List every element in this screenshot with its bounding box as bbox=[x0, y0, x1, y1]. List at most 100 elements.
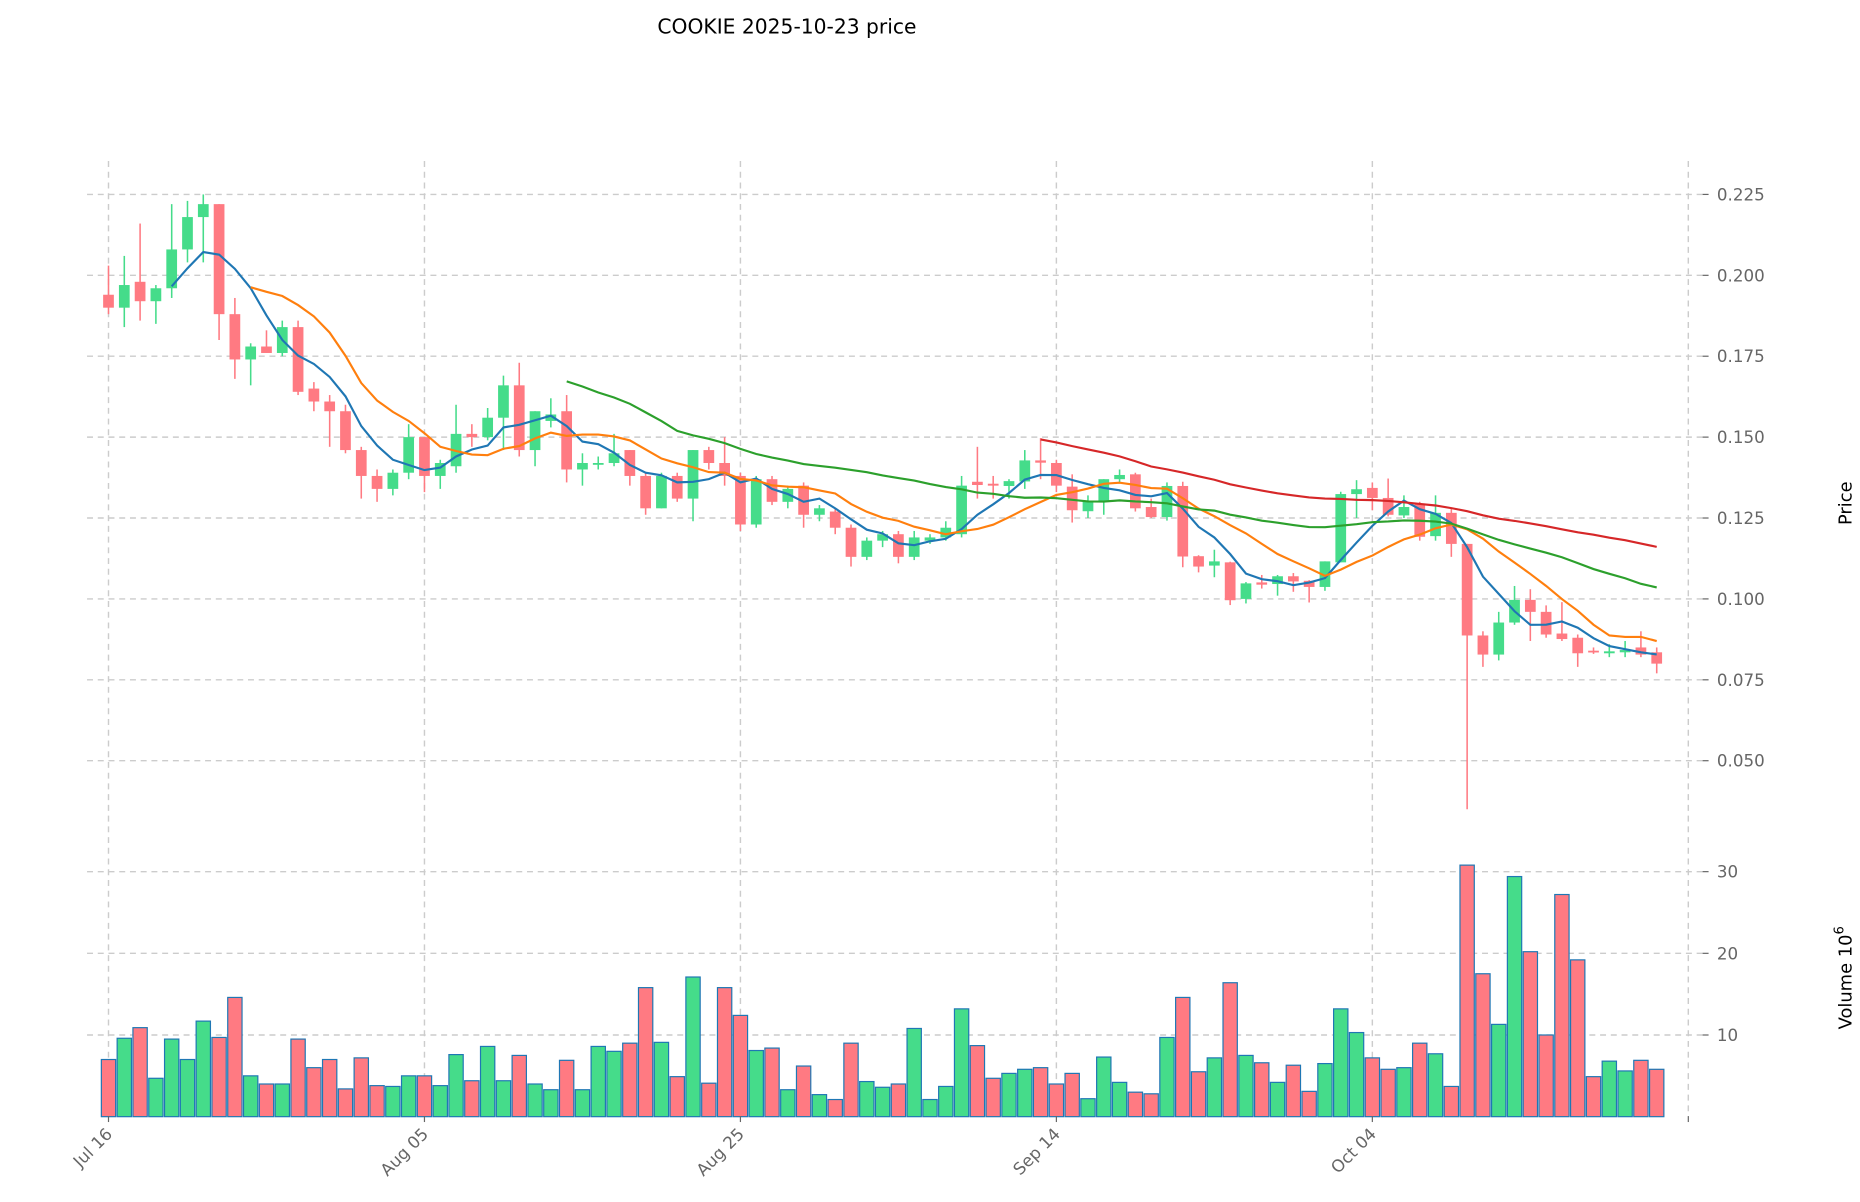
candle-body bbox=[403, 437, 415, 473]
volume-bar bbox=[195, 1020, 212, 1118]
candle-body bbox=[719, 463, 730, 476]
candle-body bbox=[1556, 633, 1568, 640]
candle-body bbox=[1572, 637, 1584, 654]
volume-bar bbox=[590, 1045, 606, 1118]
candle-body bbox=[387, 472, 399, 489]
ma-30-line bbox=[566, 380, 1657, 589]
candle-body bbox=[924, 537, 936, 541]
candle-body bbox=[972, 481, 983, 486]
date-tick-label: Aug 25 bbox=[693, 1125, 748, 1180]
candle-body bbox=[1161, 485, 1173, 518]
candle-body bbox=[908, 537, 920, 557]
volume-tick-label: 20 bbox=[1717, 944, 1738, 963]
volume-bar bbox=[1427, 1053, 1444, 1118]
candle-body bbox=[1603, 651, 1615, 654]
candle-body bbox=[671, 475, 683, 499]
candle-body bbox=[482, 417, 494, 438]
volume-bar bbox=[385, 1085, 401, 1118]
price-tick-label: 0.050 bbox=[1717, 752, 1765, 771]
candle-body bbox=[513, 385, 525, 451]
volume-bars bbox=[100, 864, 1665, 1118]
volume-bar bbox=[527, 1083, 543, 1118]
volume-bar bbox=[132, 1027, 148, 1118]
volume-bar bbox=[353, 1057, 370, 1118]
volume-bar bbox=[1633, 1059, 1649, 1118]
candle-body bbox=[1256, 582, 1268, 585]
volume-bar bbox=[321, 1058, 338, 1118]
price-tick-label: 0.175 bbox=[1717, 347, 1765, 366]
volume-bar bbox=[574, 1089, 591, 1118]
candle-body bbox=[229, 314, 241, 360]
volume-bar bbox=[179, 1058, 196, 1118]
volume-bar bbox=[653, 1041, 670, 1118]
candle-body bbox=[419, 437, 430, 476]
price-tick-label: 0.075 bbox=[1717, 671, 1765, 690]
date-tick-label: Jul 16 bbox=[69, 1125, 116, 1172]
volume-bar bbox=[637, 987, 654, 1118]
candle-body bbox=[577, 463, 588, 470]
candle-body bbox=[1098, 479, 1110, 502]
volume-bar bbox=[369, 1085, 385, 1118]
volume-axis-exponent: 6 bbox=[1832, 926, 1847, 934]
volume-bar bbox=[1032, 1067, 1049, 1118]
volume-bar bbox=[258, 1083, 275, 1118]
volume-bar bbox=[969, 1045, 986, 1118]
price-tick-label: 0.100 bbox=[1717, 590, 1765, 609]
volume-bar bbox=[906, 1027, 922, 1118]
candle-body bbox=[1493, 622, 1505, 655]
candles bbox=[103, 194, 1663, 810]
candle-body bbox=[150, 288, 162, 302]
date-tick-label: Oct 04 bbox=[1327, 1125, 1380, 1178]
candle-body bbox=[1351, 489, 1362, 495]
candle-body bbox=[845, 527, 857, 557]
candle-body bbox=[1588, 650, 1599, 653]
candle-body bbox=[498, 385, 509, 418]
volume-bar bbox=[100, 1058, 117, 1118]
candle-body bbox=[340, 411, 351, 451]
volume-bar bbox=[274, 1083, 291, 1118]
candle-body bbox=[1540, 611, 1552, 635]
candle-body bbox=[1114, 474, 1125, 480]
candle-body bbox=[197, 204, 209, 218]
volume-bar bbox=[227, 996, 243, 1118]
candle-body bbox=[1651, 652, 1663, 664]
volume-axis-title: Volume 106 bbox=[1832, 926, 1856, 1029]
volume-bar bbox=[1506, 875, 1523, 1118]
candle-body bbox=[1382, 497, 1394, 515]
candle-body bbox=[1019, 460, 1031, 482]
candle-body bbox=[1303, 580, 1315, 587]
volume-bar bbox=[543, 1089, 559, 1118]
candle-body bbox=[877, 534, 888, 541]
candle-body bbox=[656, 475, 667, 509]
volume-bar bbox=[211, 1036, 227, 1118]
volume-bar bbox=[1254, 1062, 1270, 1118]
volume-bar bbox=[1475, 973, 1491, 1118]
volume-bar bbox=[1159, 1036, 1175, 1118]
volume-tick-label: 10 bbox=[1717, 1026, 1738, 1045]
volume-bar bbox=[1396, 1067, 1412, 1118]
volume-bar bbox=[795, 1065, 812, 1118]
volume-bar bbox=[764, 1047, 780, 1118]
candle-body bbox=[687, 450, 699, 499]
volume-bar bbox=[1538, 1034, 1554, 1118]
volume-bar bbox=[163, 1038, 180, 1118]
price-tick-label: 0.125 bbox=[1717, 509, 1765, 528]
volume-bar bbox=[1238, 1054, 1254, 1118]
ma-5-line bbox=[170, 250, 1657, 656]
volume-bar bbox=[1175, 996, 1191, 1118]
volume-bar bbox=[1017, 1068, 1033, 1118]
candle-body bbox=[1398, 507, 1410, 516]
volume-bar bbox=[1443, 1085, 1460, 1118]
volume-bar bbox=[479, 1045, 496, 1118]
volume-bar bbox=[148, 1077, 164, 1118]
grid bbox=[87, 161, 1703, 1117]
candle-body bbox=[134, 281, 146, 302]
candle-body bbox=[1145, 507, 1157, 518]
volume-bar bbox=[938, 1085, 954, 1118]
volume-bar bbox=[716, 987, 733, 1118]
candle-body bbox=[750, 479, 762, 525]
candle-body bbox=[434, 463, 446, 476]
volume-bar bbox=[1222, 982, 1238, 1118]
candle-body bbox=[1319, 561, 1331, 587]
